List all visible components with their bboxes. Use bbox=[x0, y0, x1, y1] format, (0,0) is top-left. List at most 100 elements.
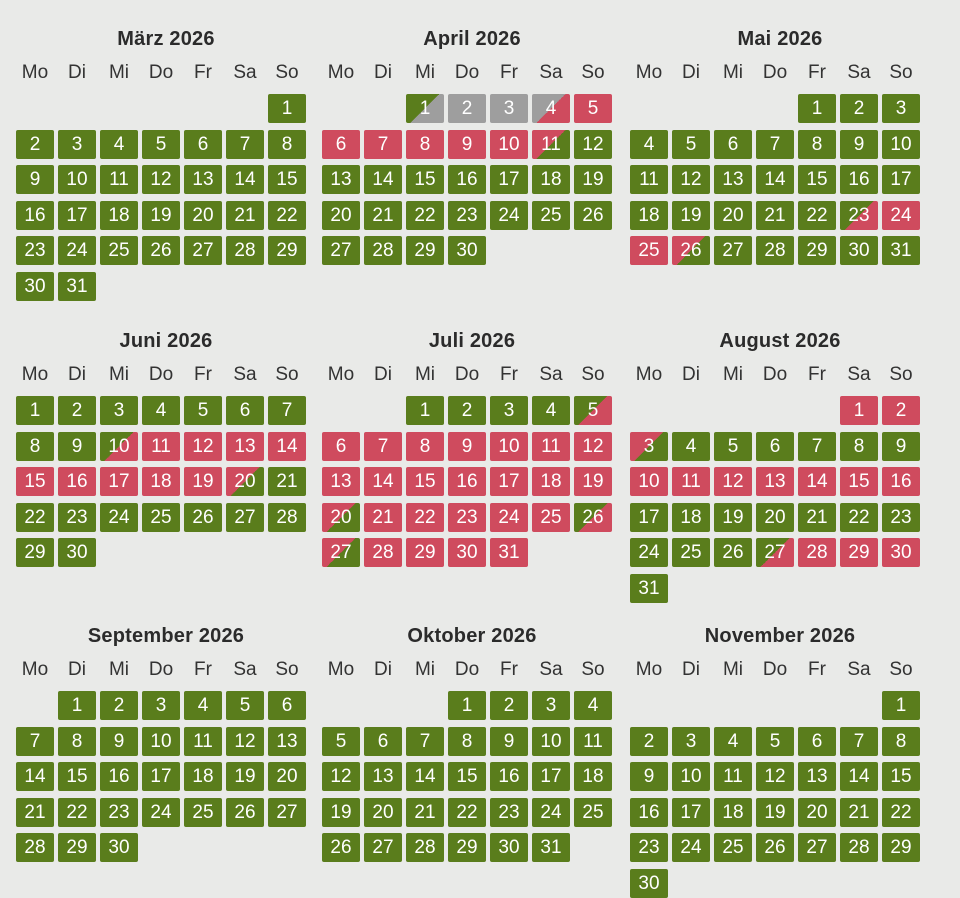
day-cell[interactable]: 18 bbox=[630, 200, 668, 230]
day-cell[interactable]: 6 bbox=[798, 726, 836, 756]
day-cell[interactable]: 15 bbox=[268, 165, 306, 194]
day-cell[interactable]: 12 bbox=[226, 726, 264, 756]
day-cell[interactable]: 5 bbox=[574, 94, 612, 123]
day-cell[interactable]: 5 bbox=[756, 726, 794, 756]
day-cell[interactable]: 22 bbox=[882, 797, 920, 827]
day-cell[interactable]: 14 bbox=[840, 762, 878, 791]
day-cell[interactable]: 11 bbox=[630, 165, 668, 194]
day-cell[interactable]: 31 bbox=[490, 538, 528, 567]
day-cell[interactable]: 17 bbox=[532, 762, 570, 791]
day-cell[interactable]: 16 bbox=[58, 467, 96, 496]
day-cell[interactable]: 25 bbox=[532, 200, 570, 230]
day-cell[interactable]: 9 bbox=[630, 762, 668, 791]
day-cell[interactable]: 3 bbox=[142, 691, 180, 720]
day-cell[interactable]: 3 bbox=[882, 94, 920, 123]
day-cell[interactable]: 7 bbox=[798, 431, 836, 461]
day-cell[interactable]: 25 bbox=[184, 797, 222, 827]
day-cell[interactable]: 9 bbox=[840, 129, 878, 159]
day-cell[interactable]: 6 bbox=[184, 129, 222, 159]
day-cell[interactable]: 8 bbox=[16, 431, 54, 461]
day-cell[interactable]: 24 bbox=[490, 502, 528, 532]
day-cell[interactable]: 1 bbox=[448, 691, 486, 720]
day-cell[interactable]: 13 bbox=[364, 762, 402, 791]
day-cell[interactable]: 28 bbox=[268, 502, 306, 532]
day-cell[interactable]: 13 bbox=[714, 165, 752, 194]
day-cell[interactable]: 11 bbox=[142, 431, 180, 461]
day-cell[interactable]: 20 bbox=[184, 200, 222, 230]
day-cell[interactable]: 15 bbox=[882, 762, 920, 791]
day-cell[interactable]: 9 bbox=[58, 431, 96, 461]
day-cell[interactable]: 16 bbox=[16, 200, 54, 230]
day-cell[interactable]: 8 bbox=[58, 726, 96, 756]
day-cell[interactable]: 7 bbox=[226, 129, 264, 159]
day-cell[interactable]: 14 bbox=[364, 165, 402, 194]
day-cell[interactable]: 25 bbox=[100, 236, 138, 265]
day-cell[interactable]: 20 bbox=[756, 502, 794, 532]
day-cell[interactable]: 21 bbox=[226, 200, 264, 230]
day-cell[interactable]: 30 bbox=[490, 833, 528, 862]
day-cell[interactable]: 25 bbox=[574, 797, 612, 827]
day-cell[interactable]: 3 bbox=[490, 396, 528, 425]
day-cell[interactable]: 14 bbox=[364, 467, 402, 496]
day-cell[interactable]: 6 bbox=[322, 431, 360, 461]
day-cell[interactable]: 19 bbox=[574, 165, 612, 194]
day-cell[interactable]: 2 bbox=[490, 691, 528, 720]
day-cell[interactable]: 21 bbox=[268, 467, 306, 496]
day-cell[interactable]: 22 bbox=[448, 797, 486, 827]
day-cell[interactable]: 23 bbox=[840, 200, 878, 230]
day-cell[interactable]: 7 bbox=[16, 726, 54, 756]
day-cell[interactable]: 2 bbox=[630, 726, 668, 756]
day-cell[interactable]: 14 bbox=[798, 467, 836, 496]
day-cell[interactable]: 24 bbox=[100, 502, 138, 532]
day-cell[interactable]: 27 bbox=[714, 236, 752, 265]
day-cell[interactable]: 29 bbox=[406, 538, 444, 567]
day-cell[interactable]: 17 bbox=[672, 797, 710, 827]
day-cell[interactable]: 19 bbox=[226, 762, 264, 791]
day-cell[interactable]: 5 bbox=[184, 396, 222, 425]
day-cell[interactable]: 10 bbox=[882, 129, 920, 159]
day-cell[interactable]: 30 bbox=[100, 833, 138, 862]
day-cell[interactable]: 13 bbox=[322, 165, 360, 194]
day-cell[interactable]: 22 bbox=[798, 200, 836, 230]
day-cell[interactable]: 22 bbox=[16, 502, 54, 532]
day-cell[interactable]: 17 bbox=[100, 467, 138, 496]
day-cell[interactable]: 12 bbox=[142, 165, 180, 194]
day-cell[interactable]: 16 bbox=[448, 165, 486, 194]
day-cell[interactable]: 11 bbox=[532, 129, 570, 159]
day-cell[interactable]: 30 bbox=[882, 538, 920, 567]
day-cell[interactable]: 30 bbox=[448, 236, 486, 265]
day-cell[interactable]: 7 bbox=[364, 431, 402, 461]
day-cell[interactable]: 24 bbox=[142, 797, 180, 827]
day-cell[interactable]: 6 bbox=[268, 691, 306, 720]
day-cell[interactable]: 31 bbox=[532, 833, 570, 862]
day-cell[interactable]: 8 bbox=[882, 726, 920, 756]
day-cell[interactable]: 10 bbox=[490, 431, 528, 461]
day-cell[interactable]: 26 bbox=[226, 797, 264, 827]
day-cell[interactable]: 27 bbox=[226, 502, 264, 532]
day-cell[interactable]: 16 bbox=[490, 762, 528, 791]
day-cell[interactable]: 18 bbox=[714, 797, 752, 827]
day-cell[interactable]: 18 bbox=[672, 502, 710, 532]
day-cell[interactable]: 7 bbox=[406, 726, 444, 756]
day-cell[interactable]: 15 bbox=[840, 467, 878, 496]
day-cell[interactable]: 15 bbox=[406, 467, 444, 496]
day-cell[interactable]: 24 bbox=[630, 538, 668, 567]
day-cell[interactable]: 8 bbox=[840, 431, 878, 461]
day-cell[interactable]: 4 bbox=[532, 396, 570, 425]
day-cell[interactable]: 27 bbox=[184, 236, 222, 265]
day-cell[interactable]: 28 bbox=[16, 833, 54, 862]
day-cell[interactable]: 28 bbox=[406, 833, 444, 862]
day-cell[interactable]: 25 bbox=[630, 236, 668, 265]
day-cell[interactable]: 13 bbox=[756, 467, 794, 496]
day-cell[interactable]: 18 bbox=[574, 762, 612, 791]
day-cell[interactable]: 9 bbox=[490, 726, 528, 756]
day-cell[interactable]: 12 bbox=[184, 431, 222, 461]
day-cell[interactable]: 5 bbox=[714, 431, 752, 461]
day-cell[interactable]: 27 bbox=[322, 236, 360, 265]
day-cell[interactable]: 14 bbox=[756, 165, 794, 194]
day-cell[interactable]: 19 bbox=[756, 797, 794, 827]
day-cell[interactable]: 28 bbox=[756, 236, 794, 265]
day-cell[interactable]: 2 bbox=[58, 396, 96, 425]
day-cell[interactable]: 6 bbox=[322, 129, 360, 159]
day-cell[interactable]: 12 bbox=[322, 762, 360, 791]
